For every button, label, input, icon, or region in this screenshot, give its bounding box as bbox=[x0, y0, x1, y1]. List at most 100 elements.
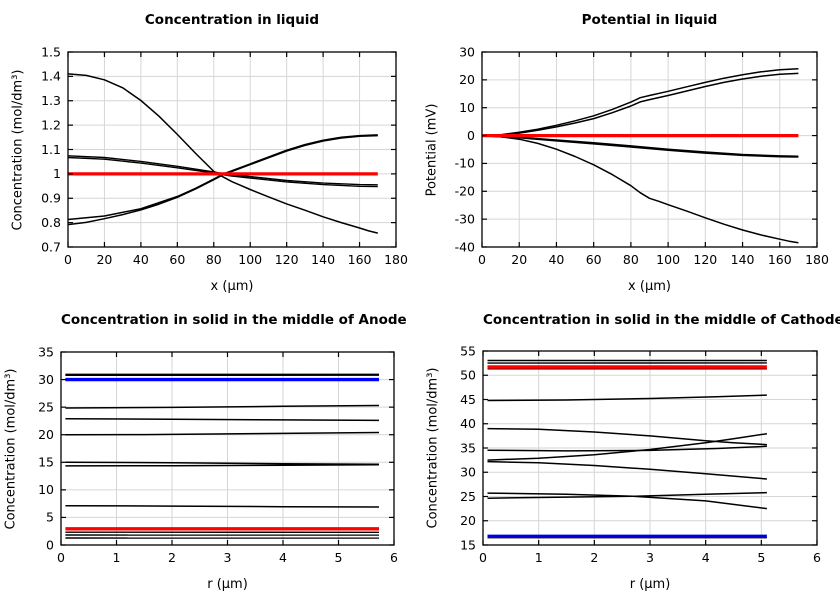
y-axis-label: Potential (mV) bbox=[424, 103, 440, 196]
x-tick-label: 4 bbox=[279, 550, 287, 565]
plot-title: Concentration in solid in the middle of … bbox=[483, 312, 840, 328]
y-tick-label: -30 bbox=[455, 211, 475, 226]
x-tick-label: 60 bbox=[169, 252, 185, 267]
axes-canvas-solid-anode: 0 1 2 3 4 5 6 0 5 10 15 20 25 30 35 bbox=[38, 344, 398, 565]
y-tick-label: 1.3 bbox=[41, 93, 61, 108]
curve bbox=[487, 427, 767, 446]
y-tick-label: -40 bbox=[455, 239, 475, 254]
x-tick-label: 2 bbox=[590, 550, 598, 565]
curve bbox=[487, 432, 768, 461]
curve bbox=[67, 134, 378, 226]
x-tick-label: 3 bbox=[646, 550, 654, 565]
y-tick-label: 0.7 bbox=[41, 239, 61, 254]
x-tick-label: 80 bbox=[206, 252, 222, 267]
y-tick-label: 40 bbox=[460, 416, 476, 431]
x-tick-label: 160 bbox=[348, 252, 372, 267]
x-tick-label: 5 bbox=[757, 550, 765, 565]
y-tick-label: 50 bbox=[460, 368, 476, 383]
y-tick-label: 30 bbox=[460, 465, 476, 480]
x-axis-label: r (µm) bbox=[207, 577, 248, 592]
x-tick-label: 0 bbox=[478, 252, 486, 267]
x-axis-label: x (µm) bbox=[210, 279, 254, 294]
x-axis-label: x (µm) bbox=[628, 279, 671, 294]
y-tick-label: -10 bbox=[455, 156, 475, 171]
curve bbox=[481, 134, 799, 244]
curve bbox=[481, 135, 799, 158]
x-tick-label: 80 bbox=[623, 252, 639, 267]
y-tick-label: 0.8 bbox=[41, 215, 61, 230]
curve bbox=[65, 461, 380, 465]
curve bbox=[65, 464, 380, 467]
x-tick-label: 180 bbox=[384, 252, 408, 267]
x-tick-label: 20 bbox=[96, 252, 112, 267]
y-tick-label: 1 bbox=[53, 166, 61, 181]
x-tick-label: 100 bbox=[238, 252, 262, 267]
curve bbox=[67, 73, 378, 234]
x-tick-label: 0 bbox=[57, 550, 65, 565]
y-tick-label: 55 bbox=[460, 343, 476, 358]
y-tick-label: 0.9 bbox=[41, 191, 61, 206]
x-tick-label: 2 bbox=[168, 550, 176, 565]
curve bbox=[487, 491, 767, 499]
y-tick-label: 1.5 bbox=[41, 44, 61, 59]
y-tick-label: 1.1 bbox=[41, 142, 61, 157]
x-axis-label: r (µm) bbox=[629, 577, 671, 592]
y-tick-label: 45 bbox=[460, 392, 476, 407]
x-tick-label: 140 bbox=[731, 252, 755, 267]
x-tick-label: 4 bbox=[702, 550, 710, 565]
y-tick-label: 5 bbox=[46, 510, 54, 525]
y-tick-label: 30 bbox=[38, 372, 54, 387]
y-tick-label: 20 bbox=[38, 427, 54, 442]
plot-title: Concentration in solid in the middle of … bbox=[61, 312, 407, 328]
y-tick-label: 0 bbox=[467, 128, 475, 143]
x-tick-label: 0 bbox=[64, 252, 72, 267]
curve bbox=[487, 445, 767, 452]
x-tick-label: 120 bbox=[693, 252, 717, 267]
y-tick-label: 0 bbox=[46, 537, 54, 552]
x-tick-label: 120 bbox=[275, 252, 299, 267]
plot-frame bbox=[481, 51, 818, 248]
axes-canvas-potential-liquid: 0 20 40 60 80 100 120 140 160 180 -40 -30 -20 -10 0 10 2… bbox=[455, 44, 829, 267]
curve bbox=[487, 492, 767, 510]
curve bbox=[65, 504, 380, 508]
curve bbox=[67, 156, 378, 188]
x-tick-label: 5 bbox=[335, 550, 343, 565]
y-tick-label: 35 bbox=[38, 344, 54, 359]
y-tick-label: 25 bbox=[38, 399, 54, 414]
curve bbox=[487, 394, 767, 402]
plot-solid-concentration-anode: 0 1 2 3 4 5 6 0 5 10 15 20 25 30 35 Concentration in s… bbox=[0, 300, 420, 600]
curve bbox=[65, 431, 380, 436]
x-tick-label: 180 bbox=[805, 252, 829, 267]
y-tick-label: 1.4 bbox=[41, 69, 61, 84]
y-axis-label: Concentration (mol/dm³) bbox=[3, 368, 19, 529]
x-tick-label: 1 bbox=[113, 550, 121, 565]
curve bbox=[481, 72, 799, 137]
x-tick-label: 40 bbox=[133, 252, 149, 267]
x-tick-label: 140 bbox=[311, 252, 335, 267]
y-tick-label: 1.2 bbox=[41, 117, 61, 132]
y-tick-label: 10 bbox=[38, 482, 54, 497]
y-tick-label: 35 bbox=[460, 440, 476, 455]
y-axis-label: Concentration (mol/dm³) bbox=[10, 69, 26, 230]
y-tick-label: 20 bbox=[459, 72, 475, 87]
curve bbox=[481, 67, 799, 137]
x-tick-label: 6 bbox=[390, 550, 398, 565]
x-tick-label: 6 bbox=[813, 550, 821, 565]
x-tick-label: 160 bbox=[768, 252, 792, 267]
x-tick-label: 0 bbox=[479, 550, 487, 565]
curve bbox=[65, 417, 380, 422]
x-tick-label: 100 bbox=[656, 252, 680, 267]
y-axis-label: Concentration (mol/dm³) bbox=[425, 367, 441, 529]
x-tick-label: 60 bbox=[586, 252, 602, 267]
x-tick-label: 20 bbox=[511, 252, 527, 267]
y-tick-label: 25 bbox=[460, 489, 476, 504]
y-tick-label: 15 bbox=[460, 537, 476, 552]
x-tick-label: 3 bbox=[224, 550, 232, 565]
plot-title: Potential in liquid bbox=[581, 12, 718, 28]
plot-solid-concentration-cathode: 0 1 2 3 4 5 6 15 20 25 30 35 40 45 50 55 Concentration … bbox=[420, 300, 840, 600]
curve bbox=[65, 404, 380, 409]
x-tick-label: 40 bbox=[548, 252, 564, 267]
plot-potential-in-liquid: 0 20 40 60 80 100 120 140 160 180 -40 -30 -20 -10 0 10 2… bbox=[420, 0, 840, 300]
